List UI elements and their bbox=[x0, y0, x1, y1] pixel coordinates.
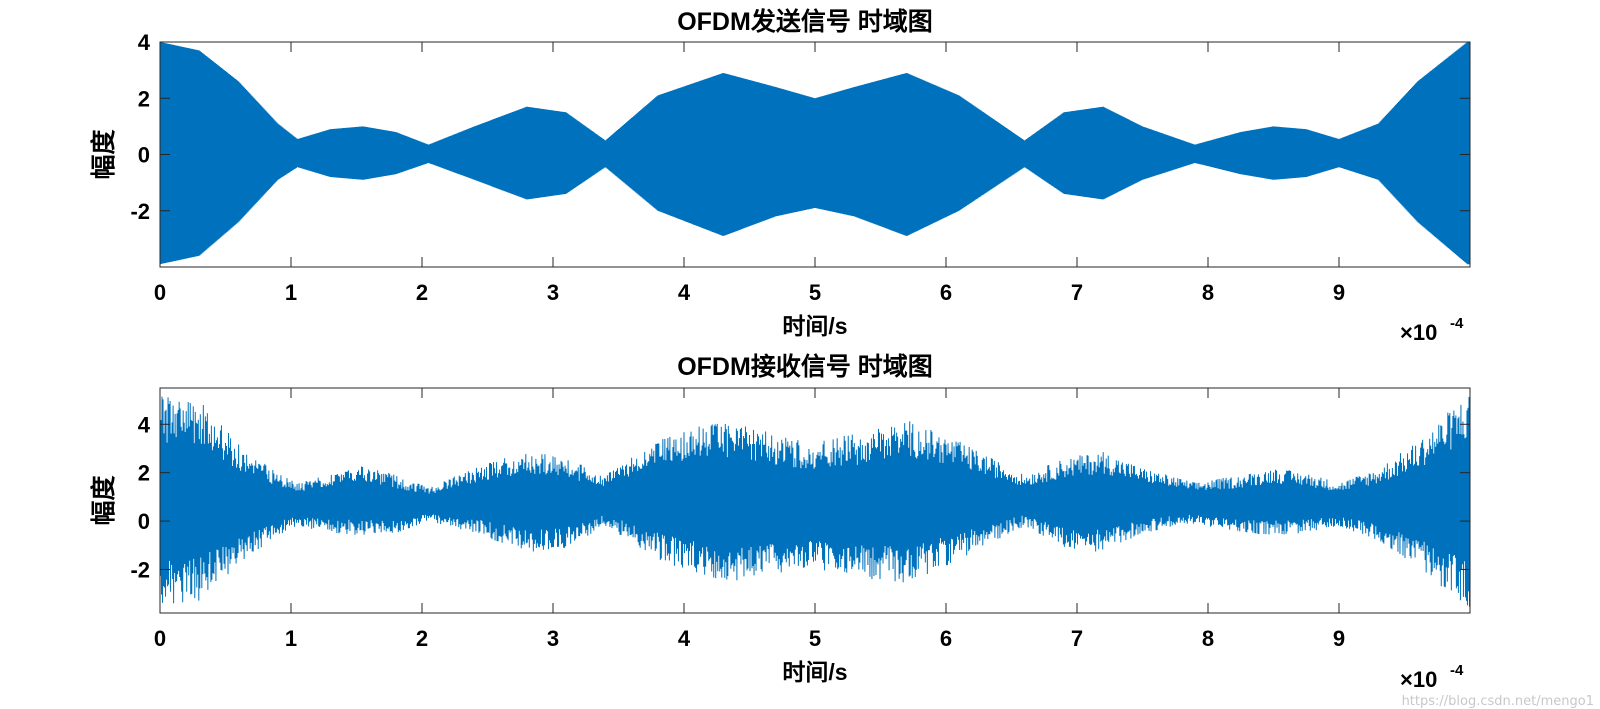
x-tick-label: 4 bbox=[678, 626, 691, 651]
x-tick-label: 8 bbox=[1202, 280, 1214, 305]
x-tick-label: 0 bbox=[154, 626, 166, 651]
x-exponent-base: ×10 bbox=[1400, 320, 1437, 345]
x-tick-label: 3 bbox=[547, 280, 559, 305]
x-tick-label: 2 bbox=[416, 626, 428, 651]
y-tick-label: 0 bbox=[138, 509, 150, 534]
chart-title: OFDM接收信号 时域图 bbox=[677, 353, 933, 381]
x-tick-label: 5 bbox=[809, 280, 821, 305]
x-exponent-base: ×10 bbox=[1400, 667, 1437, 692]
x-tick-label: 7 bbox=[1071, 280, 1083, 305]
x-exponent-label: ×10 -4 bbox=[1400, 662, 1464, 692]
x-tick-label: 6 bbox=[940, 626, 952, 651]
x-tick-label: 0 bbox=[154, 280, 166, 305]
x-exponent-power: -4 bbox=[1450, 315, 1464, 332]
x-tick-label: 7 bbox=[1071, 626, 1083, 651]
x-tick-label: 2 bbox=[416, 280, 428, 305]
x-tick-label: 4 bbox=[678, 280, 691, 305]
watermark: https://blog.csdn.net/mengo1 bbox=[1401, 694, 1594, 709]
y-axis-label: 幅度 bbox=[89, 475, 118, 525]
x-tick-label: 5 bbox=[809, 626, 821, 651]
x-tick-label: 3 bbox=[547, 626, 559, 651]
x-tick-label: 1 bbox=[285, 626, 297, 651]
x-tick-label: 6 bbox=[940, 280, 952, 305]
x-tick-label: 1 bbox=[285, 280, 297, 305]
y-tick-label: 4 bbox=[138, 412, 151, 437]
x-tick-label: 9 bbox=[1333, 626, 1345, 651]
x-axis-label: 时间/s bbox=[782, 659, 847, 685]
chart-title: OFDM发送信号 时域图 bbox=[677, 7, 933, 36]
signal-line bbox=[160, 42, 1470, 265]
plot-area: 0 1 2 3 4 5 6 7 8 9 -2 0 2 4 bbox=[130, 387, 1471, 651]
transmit-signal-panel: 0 1 2 3 4 5 6 7 8 9 -2 0 2 4 OFDM发送信号 时域图 时间/s 幅度 ×10… bbox=[89, 7, 1471, 345]
x-tick-label: 8 bbox=[1202, 626, 1214, 651]
plot-area: 0 1 2 3 4 5 6 7 8 9 -2 0 2 4 bbox=[130, 30, 1471, 305]
y-tick-label: 4 bbox=[138, 30, 151, 55]
y-tick-label: -2 bbox=[130, 199, 150, 224]
x-tick-label: 9 bbox=[1333, 280, 1345, 305]
x-exponent-label: ×10 -4 bbox=[1400, 315, 1464, 345]
y-tick-label: -2 bbox=[130, 557, 150, 582]
receive-signal-panel: 0 1 2 3 4 5 6 7 8 9 -2 0 2 4 OFDM接收信号 时域图 时间/s 幅度 ×10… bbox=[89, 353, 1471, 692]
y-tick-label: 2 bbox=[138, 461, 150, 486]
y-tick-label: 0 bbox=[138, 143, 150, 168]
x-axis-label: 时间/s bbox=[782, 313, 847, 339]
x-exponent-power: -4 bbox=[1450, 662, 1464, 679]
y-axis-label: 幅度 bbox=[89, 129, 118, 179]
y-tick-label: 2 bbox=[138, 86, 150, 111]
signal-line bbox=[160, 396, 1470, 607]
